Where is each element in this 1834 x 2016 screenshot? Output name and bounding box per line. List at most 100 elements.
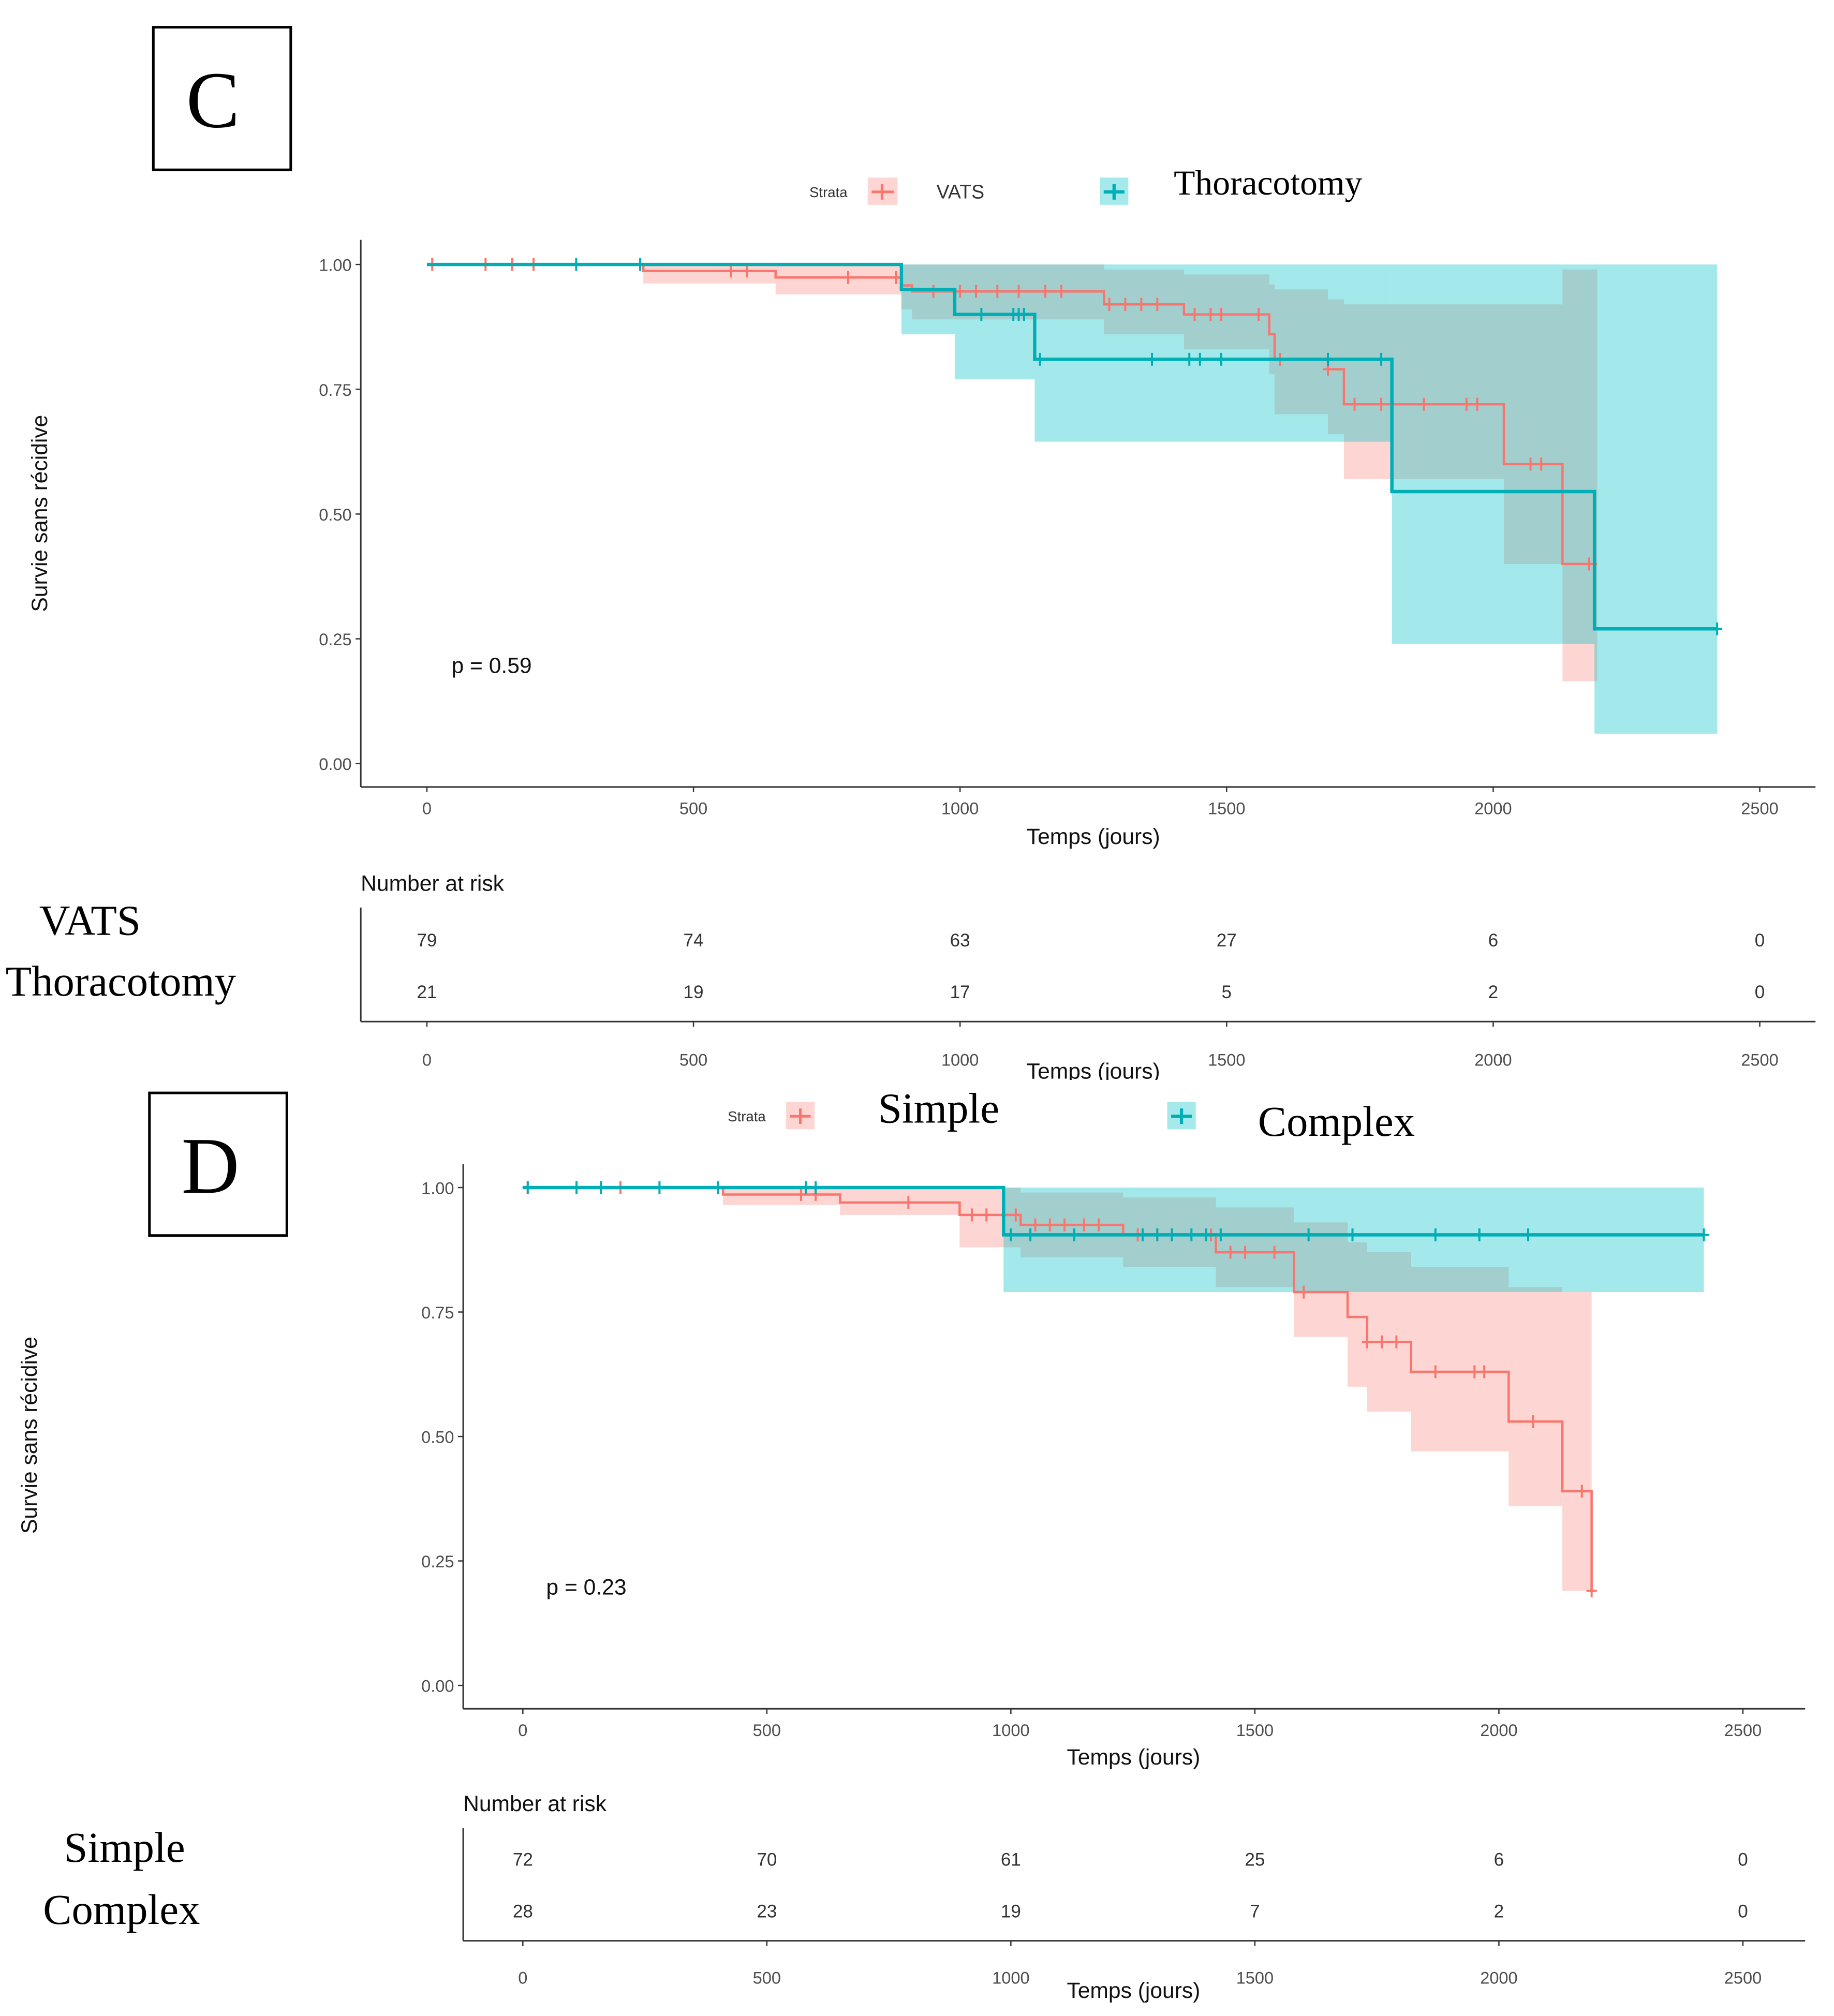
censor-mark bbox=[1698, 1228, 1709, 1241]
censor-mark bbox=[1479, 1365, 1490, 1378]
legend-key-complex bbox=[1167, 1102, 1196, 1130]
risk-x-tick-label: 2500 bbox=[1724, 1968, 1762, 1987]
censor-mark bbox=[1269, 1246, 1280, 1259]
legend-label-thoracotomy: Thoracotomy bbox=[1174, 164, 1362, 202]
confidence-band-thoracotomy bbox=[954, 264, 1035, 379]
censor-mark bbox=[1240, 1246, 1251, 1259]
censor-mark bbox=[596, 1181, 607, 1194]
y-tick-label: 1.00 bbox=[319, 256, 351, 275]
censor-mark bbox=[795, 1188, 806, 1202]
censor-mark bbox=[1078, 1218, 1089, 1232]
x-tick-label: 1500 bbox=[1236, 1721, 1274, 1740]
censor-mark bbox=[571, 1181, 582, 1194]
risk-x-tick-label: 500 bbox=[679, 1050, 707, 1069]
risk-count-thoracotomy: 5 bbox=[1222, 982, 1232, 1002]
confidence-band-simple bbox=[1508, 1287, 1563, 1506]
censor-mark bbox=[1576, 1485, 1587, 1498]
censor-mark bbox=[1147, 352, 1158, 366]
km-plot-d: 0.000.250.500.751.000 500 1000 1500 2000 2500… bbox=[421, 1164, 1806, 1987]
confidence-band-vats bbox=[1104, 269, 1184, 335]
x-tick-label: 0 bbox=[518, 1721, 527, 1740]
risk-count-complex: 2 bbox=[1494, 1902, 1504, 1922]
panel-label-box bbox=[152, 26, 292, 171]
y-tick-label: 0.00 bbox=[421, 1677, 454, 1696]
y-tick-label: 0.25 bbox=[319, 630, 351, 649]
x-axis-label: Temps (jours) bbox=[1067, 1745, 1200, 1770]
survival-curve-simple bbox=[523, 1186, 1593, 1591]
censor-mark bbox=[1056, 285, 1067, 298]
censor-mark bbox=[801, 1181, 811, 1194]
confidence-band-thoracotomy bbox=[1392, 264, 1595, 644]
confidence-band-vats bbox=[1562, 269, 1598, 681]
y-tick-label: 0.75 bbox=[421, 1303, 454, 1322]
censor-mark bbox=[1376, 352, 1387, 366]
risk-count-vats: 0 bbox=[1755, 930, 1765, 951]
y-tick-label: 0.50 bbox=[421, 1428, 454, 1447]
confidence-band-simple bbox=[1294, 1222, 1348, 1337]
confidence-band-vats bbox=[775, 264, 901, 294]
confidence-band-thoracotomy bbox=[1034, 264, 1392, 442]
legend-title: Strata bbox=[728, 1108, 766, 1124]
censor-mark bbox=[1391, 1335, 1402, 1348]
censor-mark bbox=[1418, 397, 1429, 411]
risk-x-tick-label: 1500 bbox=[1236, 1968, 1274, 1987]
censor-mark bbox=[1152, 1228, 1163, 1241]
confidence-band-thoracotomy bbox=[901, 264, 955, 335]
risk-x-tick-label: 1000 bbox=[941, 1050, 979, 1069]
censor-mark bbox=[1205, 308, 1216, 321]
x-tick-label: 2500 bbox=[1724, 1721, 1762, 1740]
risk-x-tick-label: 0 bbox=[518, 1968, 527, 1987]
censor-mark bbox=[981, 1208, 992, 1222]
x-tick-label: 1000 bbox=[941, 799, 979, 818]
censor-mark bbox=[1166, 1228, 1177, 1241]
legend-label-vats: VATS bbox=[937, 181, 985, 202]
censor-mark bbox=[1225, 1246, 1236, 1259]
risk-count-simple: 25 bbox=[1245, 1849, 1265, 1870]
confidence-band-thoracotomy bbox=[1594, 264, 1718, 734]
censor-mark bbox=[1472, 397, 1483, 411]
confidence-band-simple bbox=[1367, 1252, 1411, 1412]
censor-mark bbox=[1025, 1228, 1036, 1241]
risk-count-simple: 72 bbox=[513, 1849, 533, 1870]
risk-count-complex: 23 bbox=[757, 1902, 777, 1922]
risk-count-vats: 63 bbox=[950, 930, 970, 951]
censor-mark bbox=[1093, 1218, 1104, 1232]
censor-mark bbox=[1005, 1228, 1016, 1241]
censor-mark bbox=[571, 258, 582, 271]
x-tick-label: 1500 bbox=[1208, 799, 1245, 818]
censor-mark bbox=[1323, 352, 1334, 366]
risk-x-axis-label: Temps (jours) bbox=[1027, 1059, 1160, 1084]
censor-mark bbox=[1586, 1584, 1597, 1597]
confidence-band-vats bbox=[901, 264, 912, 309]
censor-mark bbox=[842, 271, 853, 284]
panel-label-box bbox=[148, 1091, 288, 1237]
censor-mark bbox=[635, 258, 646, 271]
censor-mark bbox=[1216, 352, 1227, 366]
y-tick-label: 0.75 bbox=[319, 381, 351, 399]
censor-mark bbox=[1013, 285, 1024, 298]
confidence-band-complex bbox=[1003, 1188, 1704, 1293]
risk-group-label-simple: Simple bbox=[64, 1824, 185, 1871]
confidence-band-simple bbox=[840, 1188, 960, 1215]
censor-mark bbox=[726, 264, 736, 278]
censor-mark bbox=[1528, 1415, 1539, 1428]
risk-count-thoracotomy: 17 bbox=[950, 982, 970, 1002]
censor-mark bbox=[1137, 1228, 1148, 1241]
risk-x-axis-label: Temps (jours) bbox=[1067, 1978, 1200, 2003]
censor-mark bbox=[1120, 298, 1131, 311]
censor-mark bbox=[891, 271, 901, 284]
y-tick-label: 0.00 bbox=[319, 755, 351, 774]
y-tick-label: 0.50 bbox=[319, 506, 351, 524]
censor-mark bbox=[1010, 1208, 1021, 1222]
confidence-band-vats bbox=[1275, 289, 1328, 414]
risk-x-tick-label: 500 bbox=[753, 1968, 781, 1987]
censor-mark bbox=[1184, 352, 1195, 366]
censor-mark bbox=[1523, 1228, 1534, 1241]
legend-key-thoracotomy bbox=[1100, 177, 1129, 205]
censor-mark bbox=[1201, 1228, 1211, 1241]
panel-label: C bbox=[186, 56, 240, 145]
risk-count-simple: 70 bbox=[757, 1849, 777, 1870]
x-tick-label: 2000 bbox=[1474, 799, 1512, 818]
km-plot-c: 0.000.250.500.751.000 500 1000 1500 2000 2500… bbox=[319, 240, 1816, 1069]
x-tick-label: 500 bbox=[753, 1721, 781, 1740]
